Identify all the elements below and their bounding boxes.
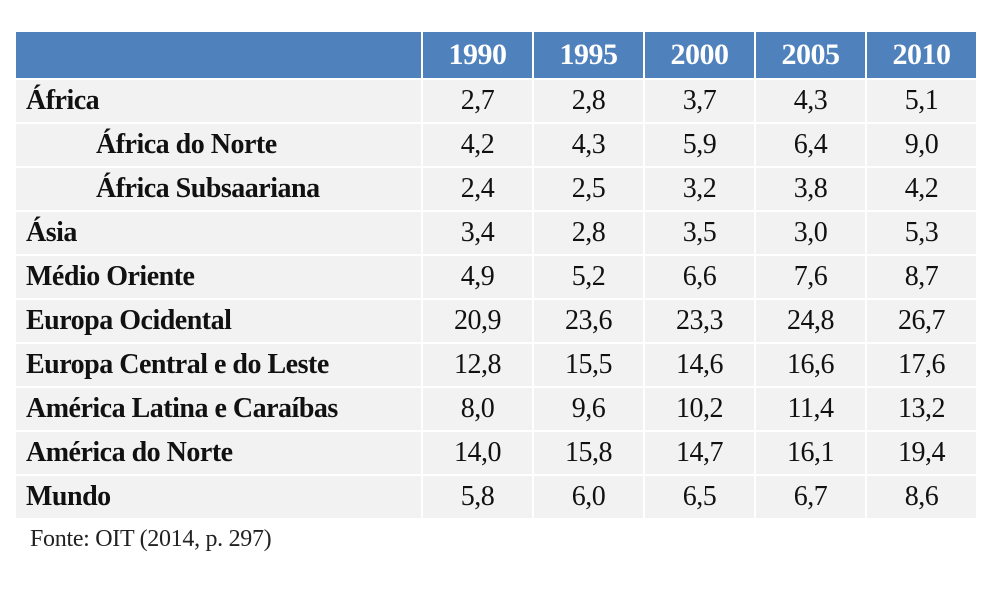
table-row: América Latina e Caraíbas 8,0 9,6 10,2 1… [16, 388, 976, 430]
data-table: 1990 1995 2000 2005 2010 África 2,7 2,8 … [14, 30, 978, 520]
value-cell: 11,4 [756, 388, 865, 430]
value-cell: 6,5 [645, 476, 754, 518]
value-cell: 19,4 [867, 432, 976, 474]
value-cell: 14,6 [645, 344, 754, 386]
value-cell: 24,8 [756, 300, 865, 342]
value-cell: 6,4 [756, 124, 865, 166]
table-row: Médio Oriente 4,9 5,2 6,6 7,6 8,7 [16, 256, 976, 298]
header-corner-cell [16, 32, 421, 78]
value-cell: 4,3 [534, 124, 643, 166]
value-cell: 3,7 [645, 80, 754, 122]
data-table-container: 1990 1995 2000 2005 2010 África 2,7 2,8 … [14, 30, 976, 520]
value-cell: 7,6 [756, 256, 865, 298]
value-cell: 5,9 [645, 124, 754, 166]
header-year-1995: 1995 [534, 32, 643, 78]
value-cell: 2,7 [423, 80, 532, 122]
value-cell: 4,3 [756, 80, 865, 122]
value-cell: 5,1 [867, 80, 976, 122]
source-note: Fonte: OIT (2014, p. 297) [30, 526, 272, 552]
region-label: Europa Ocidental [16, 300, 421, 342]
value-cell: 5,3 [867, 212, 976, 254]
region-label: Médio Oriente [16, 256, 421, 298]
value-cell: 10,2 [645, 388, 754, 430]
value-cell: 9,0 [867, 124, 976, 166]
value-cell: 6,7 [756, 476, 865, 518]
region-label: Europa Central e do Leste [16, 344, 421, 386]
value-cell: 14,7 [645, 432, 754, 474]
value-cell: 16,1 [756, 432, 865, 474]
region-label: África Subsaariana [16, 168, 421, 210]
value-cell: 26,7 [867, 300, 976, 342]
table-row: América do Norte 14,0 15,8 14,7 16,1 19,… [16, 432, 976, 474]
value-cell: 20,9 [423, 300, 532, 342]
value-cell: 4,2 [867, 168, 976, 210]
header-year-2010: 2010 [867, 32, 976, 78]
header-year-2000: 2000 [645, 32, 754, 78]
region-label: América do Norte [16, 432, 421, 474]
value-cell: 2,4 [423, 168, 532, 210]
header-year-2005: 2005 [756, 32, 865, 78]
table-row: África do Norte 4,2 4,3 5,9 6,4 9,0 [16, 124, 976, 166]
value-cell: 3,8 [756, 168, 865, 210]
value-cell: 15,5 [534, 344, 643, 386]
region-label: Mundo [16, 476, 421, 518]
region-label: América Latina e Caraíbas [16, 388, 421, 430]
value-cell: 23,6 [534, 300, 643, 342]
region-label: África do Norte [16, 124, 421, 166]
value-cell: 13,2 [867, 388, 976, 430]
table-row: Mundo 5,8 6,0 6,5 6,7 8,6 [16, 476, 976, 518]
value-cell: 12,8 [423, 344, 532, 386]
value-cell: 9,6 [534, 388, 643, 430]
value-cell: 5,8 [423, 476, 532, 518]
value-cell: 2,8 [534, 212, 643, 254]
value-cell: 3,4 [423, 212, 532, 254]
value-cell: 16,6 [756, 344, 865, 386]
region-label: África [16, 80, 421, 122]
value-cell: 2,8 [534, 80, 643, 122]
value-cell: 14,0 [423, 432, 532, 474]
value-cell: 6,0 [534, 476, 643, 518]
table-row: África 2,7 2,8 3,7 4,3 5,1 [16, 80, 976, 122]
value-cell: 2,5 [534, 168, 643, 210]
region-label: Ásia [16, 212, 421, 254]
value-cell: 3,2 [645, 168, 754, 210]
value-cell: 3,5 [645, 212, 754, 254]
header-row: 1990 1995 2000 2005 2010 [16, 32, 976, 78]
value-cell: 6,6 [645, 256, 754, 298]
value-cell: 5,2 [534, 256, 643, 298]
value-cell: 8,6 [867, 476, 976, 518]
value-cell: 4,9 [423, 256, 532, 298]
table-row: África Subsaariana 2,4 2,5 3,2 3,8 4,2 [16, 168, 976, 210]
value-cell: 15,8 [534, 432, 643, 474]
header-year-1990: 1990 [423, 32, 532, 78]
value-cell: 17,6 [867, 344, 976, 386]
value-cell: 8,0 [423, 388, 532, 430]
value-cell: 8,7 [867, 256, 976, 298]
value-cell: 4,2 [423, 124, 532, 166]
table-row: Europa Central e do Leste 12,8 15,5 14,6… [16, 344, 976, 386]
table-row: Europa Ocidental 20,9 23,6 23,3 24,8 26,… [16, 300, 976, 342]
table-row: Ásia 3,4 2,8 3,5 3,0 5,3 [16, 212, 976, 254]
value-cell: 3,0 [756, 212, 865, 254]
value-cell: 23,3 [645, 300, 754, 342]
